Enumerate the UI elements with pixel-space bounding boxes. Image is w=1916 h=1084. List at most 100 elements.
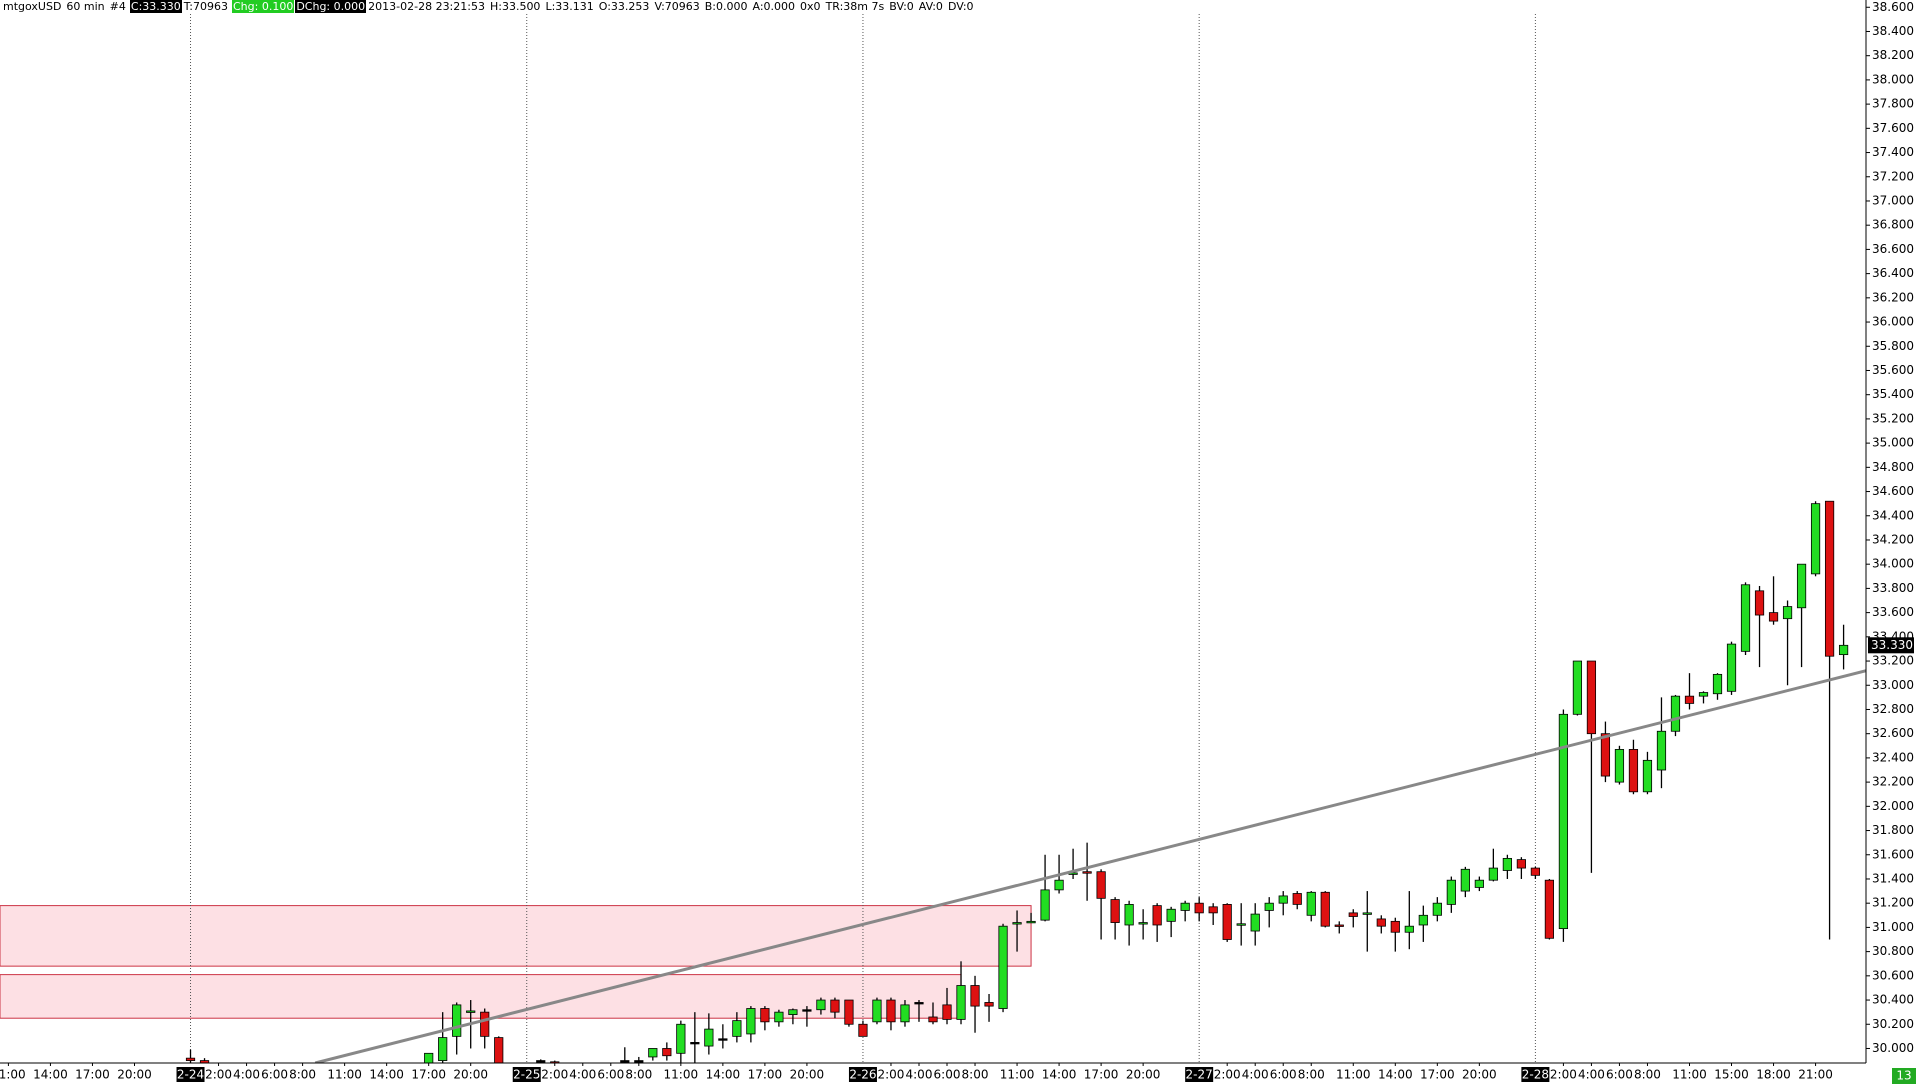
- y-tick-label: 33.000: [1872, 678, 1914, 692]
- candle-body: [536, 1060, 546, 1063]
- y-tick-label: 37.000: [1872, 193, 1914, 207]
- x-tick-label: 20:00: [453, 1068, 488, 1082]
- last-price-label: 33.330: [1871, 638, 1913, 652]
- candle-body: [1600, 733, 1611, 777]
- candle-body: [956, 985, 966, 1020]
- x-tick-label: 11:00: [327, 1068, 362, 1082]
- candle-body: [1460, 868, 1470, 892]
- y-tick-label: 36.400: [1872, 266, 1914, 280]
- candle-body: [998, 925, 1008, 1009]
- x-tick-label: 17:00: [1084, 1068, 1119, 1082]
- candle-body: [1166, 908, 1176, 922]
- candle-body: [1096, 871, 1106, 899]
- candle-body: [690, 1042, 700, 1045]
- candle-body: [1670, 695, 1681, 732]
- y-tick-label: 35.000: [1872, 436, 1914, 450]
- candle-body: [942, 1004, 952, 1020]
- x-tick-label: 17:00: [1420, 1068, 1455, 1082]
- y-tick-label: 32.600: [1872, 726, 1914, 740]
- x-tick-label: 4:00: [569, 1068, 596, 1082]
- header-field: Chg: 0.100: [232, 0, 295, 13]
- candle-body: [816, 999, 826, 1011]
- candle-body: [760, 1008, 770, 1023]
- candle-body: [662, 1048, 672, 1057]
- candle-body: [872, 999, 882, 1023]
- y-tick-label: 34.000: [1872, 557, 1914, 571]
- y-tick-label: 37.200: [1872, 169, 1914, 183]
- candle-body: [438, 1037, 448, 1061]
- candle-body: [704, 1028, 714, 1047]
- candle-body: [1264, 902, 1274, 911]
- candle-body: [788, 1009, 798, 1015]
- candle-body: [1516, 859, 1526, 869]
- candle-body: [1782, 606, 1793, 620]
- x-tick-label: 8:00: [962, 1068, 989, 1082]
- x-tick-label: 2:00: [1214, 1068, 1241, 1082]
- x-tick-label: 8:00: [1634, 1068, 1661, 1082]
- candle-body: [480, 1011, 490, 1037]
- day-lines: [190, 14, 1536, 1063]
- y-tick-label: 36.600: [1872, 242, 1914, 256]
- x-tick-label: 6:00: [1606, 1068, 1633, 1082]
- candle-body: [1054, 879, 1064, 891]
- candle-body: [900, 1004, 910, 1023]
- day-label: 2-27: [1186, 1068, 1213, 1082]
- countdown: 13: [1896, 1069, 1911, 1083]
- x-tick-label: 4:00: [1578, 1068, 1605, 1082]
- y-tick-label: 38.400: [1872, 24, 1914, 38]
- candle-body: [1558, 713, 1569, 930]
- candle-body: [732, 1020, 742, 1037]
- candle-body: [1544, 879, 1554, 939]
- candle-body: [634, 1060, 644, 1063]
- day-label: 2-26: [849, 1068, 876, 1082]
- header-field: 2013-02-28 23:21:53: [368, 0, 485, 13]
- y-tick-label: 38.000: [1872, 72, 1914, 86]
- y-tick-label: 34.200: [1872, 532, 1914, 546]
- x-tick-label: 17:00: [75, 1068, 110, 1082]
- y-tick-label: 31.200: [1872, 896, 1914, 910]
- candle-body: [1684, 695, 1695, 704]
- header-field: L:33.131: [545, 0, 594, 13]
- header-field: DV:0: [947, 0, 974, 13]
- candle-body: [1698, 692, 1709, 697]
- header-field: O:33.253: [598, 0, 650, 13]
- candle-body: [1026, 920, 1036, 924]
- x-tick-label: 6:00: [1270, 1068, 1297, 1082]
- y-tick-label: 35.200: [1872, 411, 1914, 425]
- header-field: BV:0: [889, 0, 914, 13]
- candle-body: [1334, 924, 1344, 927]
- candle-body: [746, 1008, 756, 1035]
- candle-body: [676, 1023, 686, 1054]
- candle-body: [452, 1004, 462, 1037]
- x-tick-label: 14:00: [1042, 1068, 1077, 1082]
- candle-body: [1530, 867, 1540, 876]
- day-label: 2-28: [1522, 1068, 1549, 1082]
- x-tick-label: 14:00: [1378, 1068, 1413, 1082]
- day-label-bg: [1185, 1067, 1214, 1082]
- y-tick-label: 30.800: [1872, 944, 1914, 958]
- y-tick-label: 37.600: [1872, 121, 1914, 135]
- y-tick-label: 30.200: [1872, 1017, 1914, 1031]
- y-tick-label: 33.200: [1872, 654, 1914, 668]
- zone: [0, 974, 962, 1019]
- candle-body: [886, 999, 896, 1023]
- candle-body: [928, 1016, 938, 1023]
- header-field: 60 min: [66, 0, 105, 13]
- y-tick-label: 38.600: [1872, 0, 1914, 14]
- candle-body: [1082, 871, 1092, 874]
- candle-body: [1488, 867, 1498, 881]
- candle-body: [1614, 749, 1625, 783]
- x-tick-label: 4:00: [1242, 1068, 1269, 1082]
- header-field: AV:0: [918, 0, 943, 13]
- candle-body: [1362, 912, 1372, 915]
- candle-body: [1250, 913, 1260, 932]
- candle-body: [1810, 503, 1821, 575]
- y-tick-label: 38.200: [1872, 48, 1914, 62]
- x-tick-label: 15:00: [1714, 1068, 1749, 1082]
- x-tick-label: 11:00: [1672, 1068, 1707, 1082]
- candle-body: [1278, 895, 1288, 904]
- candle-body: [185, 1057, 196, 1061]
- candles: [185, 500, 1849, 1063]
- candle-body: [648, 1048, 658, 1058]
